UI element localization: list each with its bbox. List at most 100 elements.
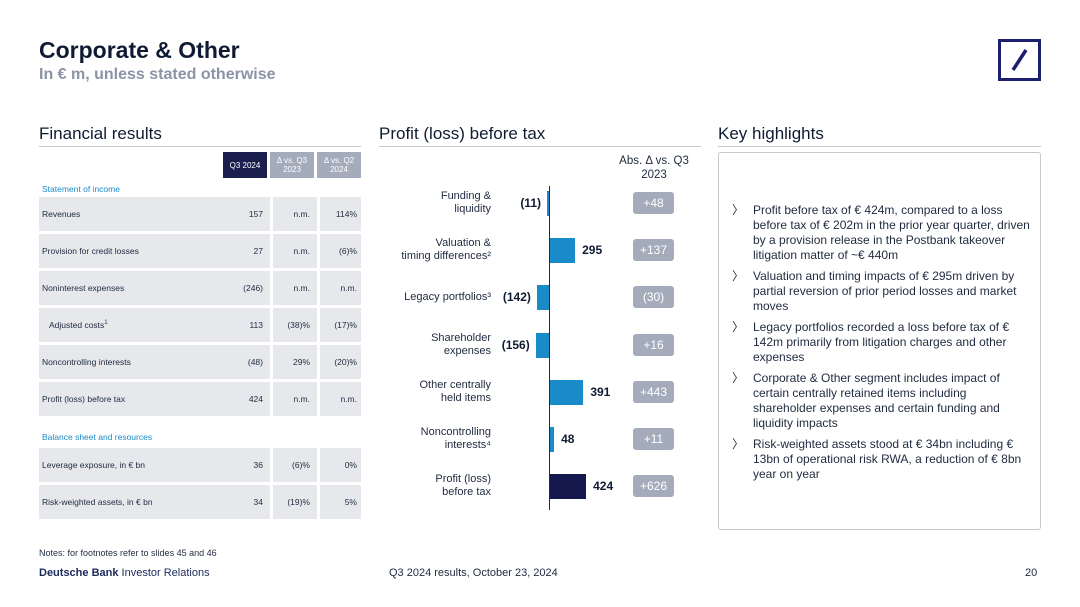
category-label: Noncontrolling interests⁴: [421, 426, 491, 452]
category-label-line: timing differences²: [401, 250, 491, 263]
abs-delta-pill: +626: [633, 475, 674, 498]
column-header: Δ vs. Q3 2023: [270, 152, 314, 178]
category-label-line: before tax: [442, 486, 491, 499]
table-cell: n.m.: [270, 271, 314, 305]
deutsche-bank-logo: [998, 39, 1041, 81]
highlight-text: Profit before tax of € 424m, compared to…: [753, 203, 1030, 262]
category-label: Legacy portfolios³: [404, 291, 491, 304]
category-label-line: Valuation &: [435, 237, 491, 250]
table-cell: 114%: [317, 197, 361, 231]
table-cell: n.m.: [317, 271, 361, 305]
table-row: Risk-weighted assets, in € bn 34 (19)% 5%: [39, 485, 361, 519]
footnote: Notes: for footnotes refer to slides 45 …: [39, 548, 217, 558]
category-label-line: Legacy portfolios³: [404, 290, 491, 303]
table-row: Profit (loss) before tax 424 n.m. n.m.: [39, 382, 361, 416]
chevron-right-icon: 〉: [732, 203, 745, 217]
table-cell: 29%: [270, 345, 314, 379]
chart-bar: [550, 427, 555, 452]
row-label: Provision for credit losses: [39, 246, 220, 256]
abs-delta-pill: +16: [633, 333, 674, 356]
abs-delta-pill: +137: [633, 239, 674, 262]
row-label: Adjusted costs1: [39, 320, 220, 330]
value-label: (11): [520, 196, 541, 210]
abs-delta-pill: (30): [633, 286, 674, 309]
table-row: Noninterest expenses (246) n.m. n.m.: [39, 271, 361, 305]
table-cell: (38)%: [270, 308, 314, 342]
category-label-line: expenses: [443, 344, 491, 357]
balance-section-label: Balance sheet and resources: [42, 432, 153, 442]
chevron-right-icon: 〉: [732, 371, 745, 385]
category-label-line: Profit (loss): [435, 473, 491, 486]
abs-delta-header: Abs. Δ vs. Q3 2023: [619, 155, 689, 181]
highlight-item: 〉 Profit before tax of € 424m, compared t…: [732, 203, 1032, 263]
income-section-label: Statement of income: [42, 184, 120, 194]
table-row: Noncontrolling interests (48) 29% (20)%: [39, 345, 361, 379]
chart-axis: [549, 186, 550, 510]
row-label: Profit (loss) before tax: [39, 394, 220, 404]
table-row: Revenues 157 n.m. 114%: [39, 197, 361, 231]
chart-bar: [550, 474, 587, 500]
table-cell: (19)%: [270, 485, 314, 519]
row-label-text: Noncontrolling interests: [42, 357, 131, 367]
table-cell: n.m.: [270, 382, 314, 416]
page-title: Corporate & Other: [39, 37, 240, 63]
table-header: Q3 2024 Δ vs. Q3 2023 Δ vs. Q2 2024: [39, 152, 361, 178]
profit-heading: Profit (loss) before tax: [379, 124, 701, 147]
table-cell: 0%: [317, 448, 361, 482]
value-label: (142): [502, 290, 531, 305]
table-cell: (246): [223, 271, 267, 305]
table-cell: 36: [223, 448, 267, 482]
table-cell: (6)%: [270, 448, 314, 482]
table-cell: 5%: [317, 485, 361, 519]
row-label: Risk-weighted assets, in € bn: [39, 497, 220, 507]
value-label: 48: [561, 432, 575, 446]
table-cell: n.m.: [270, 234, 314, 268]
highlight-text: Valuation and timing impacts of € 295m d…: [753, 269, 1017, 313]
chart-bar: [535, 332, 549, 358]
key-highlights-box: 〉 Profit before tax of € 424m, compared t…: [718, 152, 1041, 530]
table-row: Adjusted costs1 113 (38)% (17)%: [39, 308, 361, 342]
table-cell: n.m.: [317, 382, 361, 416]
footer-brand-rest: Investor Relations: [118, 567, 210, 579]
value-label: 424: [593, 479, 614, 494]
row-label-text: Profit (loss) before tax: [42, 394, 126, 404]
table-cell: (17)%: [317, 308, 361, 342]
row-label-text: Leverage exposure, in € bn: [42, 460, 146, 470]
chart-bar: [550, 238, 576, 264]
highlight-item: 〉 Corporate & Other segment includes impa…: [732, 371, 1032, 431]
table-cell: (48): [223, 345, 267, 379]
category-label-line: Funding &: [440, 190, 491, 202]
footer-presentation: Q3 2024 results, October 23, 2024: [389, 567, 558, 579]
chevron-right-icon: 〉: [732, 437, 745, 451]
chart-bar: [536, 285, 549, 311]
value-label: (156): [501, 337, 530, 352]
page-subtitle: In € m, unless stated otherwise: [39, 66, 276, 83]
footnote-ref: 1: [104, 320, 108, 327]
category-label: Funding & liquidity: [441, 190, 491, 216]
highlight-text: Corporate & Other segment includes impac…: [753, 371, 1000, 430]
category-label-line: liquidity: [454, 203, 491, 215]
chart-bar: [550, 379, 584, 405]
category-label-line: Noncontrolling: [420, 426, 491, 438]
category-label-line: Other centrally: [419, 378, 491, 391]
abs-delta-pill: +11: [633, 428, 674, 450]
key-highlights-heading: Key highlights: [718, 124, 1041, 147]
category-label-line: Shareholder: [431, 331, 491, 344]
highlight-text: Legacy portfolios recorded a loss before…: [753, 320, 1010, 364]
column-header: Q3 2024: [223, 152, 267, 178]
table-cell: 424: [223, 382, 267, 416]
category-label: Valuation & timing differences²: [401, 237, 491, 263]
row-label: Leverage exposure, in € bn: [39, 460, 220, 470]
abs-delta-pill: +443: [633, 380, 674, 403]
table-cell: (20)%: [317, 345, 361, 379]
row-label-text: Adjusted costs: [49, 320, 105, 330]
column-header: Δ vs. Q2 2024: [317, 152, 361, 178]
row-label: Noncontrolling interests: [39, 357, 220, 367]
highlights-list: 〉 Profit before tax of € 424m, compared t…: [732, 203, 1032, 488]
value-label: 391: [590, 384, 611, 399]
row-label-text: Risk-weighted assets, in € bn: [42, 497, 153, 507]
row-label: Noninterest expenses: [39, 283, 220, 293]
category-label-line: held items: [440, 391, 491, 404]
table-cell: n.m.: [270, 197, 314, 231]
value-label: 295: [582, 243, 603, 258]
